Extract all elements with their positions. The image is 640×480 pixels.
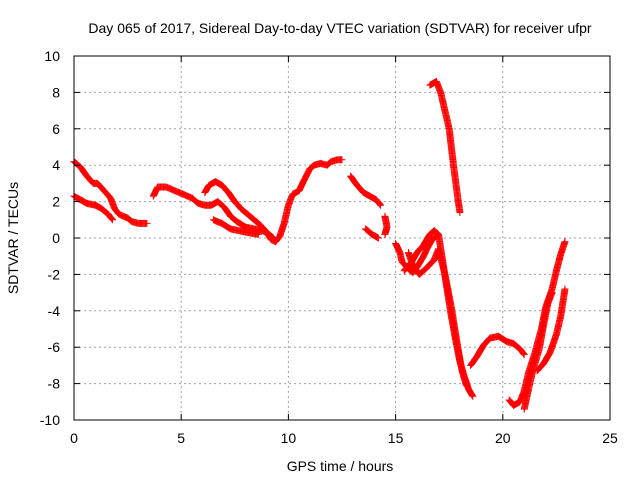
y-tick-label: 10 [44, 48, 60, 64]
data-track [347, 172, 385, 209]
data-point-markers [347, 172, 385, 209]
data-point-markers [405, 245, 470, 389]
x-tick-label: 15 [388, 430, 404, 446]
data-track [467, 332, 528, 369]
y-tick-label: 2 [52, 194, 60, 210]
x-tick-label: 5 [177, 430, 185, 446]
y-tick-label: -10 [40, 412, 60, 428]
y-tick-label: 6 [52, 121, 60, 137]
data-track [201, 156, 346, 246]
data-track [520, 289, 556, 413]
data-point-markers [362, 225, 382, 242]
data-track [149, 183, 277, 242]
data-track [426, 78, 464, 216]
data-point-markers [209, 216, 262, 238]
axis-ticks: 0 5 10 15 20 25 -10 -8 -6 -4 -2 0 2 4 6 8 10 [40, 48, 618, 446]
data-track [209, 216, 262, 238]
data-point-markers [520, 289, 556, 413]
y-axis-title: SDTVAR / TECUs [5, 182, 21, 294]
x-tick-label: 20 [495, 430, 511, 446]
data-point-markers [467, 332, 528, 369]
x-tick-label: 10 [281, 430, 297, 446]
data-point-markers [381, 212, 391, 238]
y-tick-label: -8 [48, 376, 61, 392]
y-tick-label: 8 [52, 84, 60, 100]
data-point-markers [201, 156, 346, 246]
x-axis-title: GPS time / hours [287, 458, 394, 474]
data-track [362, 225, 382, 242]
data-points [70, 78, 569, 413]
y-tick-label: -2 [48, 266, 61, 282]
data-point-markers [426, 78, 464, 216]
y-tick-label: 4 [52, 157, 60, 173]
data-track [381, 212, 391, 238]
y-tick-label: -6 [48, 339, 61, 355]
x-tick-label: 25 [602, 430, 618, 446]
y-tick-label: -4 [48, 303, 61, 319]
x-tick-label: 0 [70, 430, 78, 446]
data-track [405, 245, 470, 389]
data-point-markers [533, 285, 569, 375]
y-tick-label: 0 [52, 230, 60, 246]
chart-title: Day 065 of 2017, Sidereal Day-to-day VTE… [88, 20, 592, 36]
data-point-markers [149, 183, 277, 242]
data-track [533, 285, 569, 375]
